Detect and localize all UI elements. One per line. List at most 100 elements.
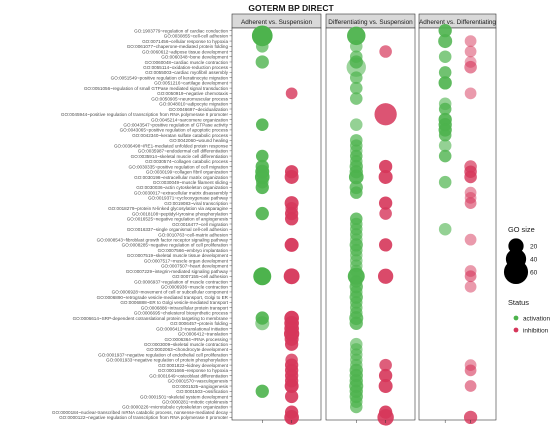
status-legend-dot-inhibition <box>513 327 519 333</box>
data-point-inhibition <box>464 280 477 293</box>
y-axis-labels: GO:1903779~regulation of cardiac conduct… <box>52 28 232 420</box>
y-tick-label: GO:0003009~skeletal muscle contraction <box>144 342 229 347</box>
y-tick-label: GO:0018108~peptidyl-tyrosine phosphoryla… <box>132 211 229 216</box>
y-tick-label: GO:0051549~positive regulation of kerati… <box>111 75 229 80</box>
data-point-activation <box>349 400 363 414</box>
data-point-inhibition <box>379 207 392 220</box>
y-tick-label: GO:0030049~muscle filament sliding <box>153 180 229 185</box>
y-tick-label: GO:0035914~skeletal muscle cell differen… <box>131 154 229 159</box>
y-tick-label: GO:0001570~vasculogenesis <box>168 379 229 384</box>
data-points <box>251 23 478 426</box>
y-tick-label: GO:0006937~regulation of muscle contract… <box>134 279 228 284</box>
x-axis-ticks <box>262 420 471 423</box>
y-tick-label: GO:0007155~cell adhesion <box>172 274 228 279</box>
data-point-inhibition <box>464 270 477 283</box>
chart-title: GOTERM BP DIRECT <box>248 3 334 13</box>
y-tick-label: GO:0035987~endodermal cell differentiati… <box>138 149 229 154</box>
data-point-activation <box>255 40 269 53</box>
y-tick-label: GO:0006886~intracellular protein transpo… <box>141 305 229 310</box>
y-tick-label: GO:0018279~protein N-linked glycosylatio… <box>108 206 228 211</box>
data-point-inhibition <box>464 87 477 100</box>
data-point-inhibition <box>378 238 393 252</box>
data-point-inhibition <box>464 364 477 377</box>
data-point-activation <box>438 66 452 79</box>
y-tick-label: GO:0001933~negative regulation of protei… <box>106 358 228 363</box>
size-legend-title: GO size <box>508 225 535 234</box>
y-tick-label: GO:0001503~ossification <box>176 389 228 394</box>
y-tick-label: GO:0051216~cartilage development <box>154 81 229 86</box>
y-tick-label: GO:0006695~cholesterol biosynthetic proc… <box>134 311 229 316</box>
data-point-inhibition <box>464 380 477 392</box>
y-tick-label: GO:0000226~microtubule cytoskeleton orga… <box>122 405 228 410</box>
y-tick-label: GO:0030036~actin cytoskeleton organizati… <box>136 185 228 190</box>
y-tick-label: GO:0001501~skeletal system development <box>140 394 229 399</box>
data-point-activation <box>348 169 364 185</box>
y-tick-label: GO:0001666~response to hypoxia <box>158 368 229 373</box>
data-point-activation <box>253 267 272 286</box>
y-tick-label: GO:0043547~positive regulation of GTPase… <box>123 122 228 127</box>
y-tick-label: GO:0016337~single organismal cell-cell a… <box>127 227 229 232</box>
y-tick-label: GO:0006364~rRNA processing <box>165 337 229 342</box>
data-point-inhibition <box>285 87 298 100</box>
data-point-activation <box>438 149 452 163</box>
data-point-activation <box>438 222 452 236</box>
y-tick-label: GO:0001822~kidney development <box>158 363 229 368</box>
data-point-inhibition <box>378 196 393 210</box>
y-tick-label: GO:1903779~regulation of cardiac conduct… <box>134 28 228 33</box>
data-point-activation <box>349 40 363 53</box>
data-point-activation <box>438 23 452 38</box>
panel-background <box>325 27 416 421</box>
data-point-inhibition <box>377 268 394 284</box>
y-tick-label: GO:0006457~protein folding <box>170 321 228 326</box>
y-tick-label: GO:0043065~positive regulation of apopto… <box>120 128 229 133</box>
data-point-inhibition <box>284 337 299 351</box>
data-point-inhibition <box>284 389 299 404</box>
y-tick-label: GO:0016477~cell migration <box>172 222 228 227</box>
y-tick-label: GO:0000122~negative regulation of transc… <box>59 415 228 420</box>
y-tick-label: GO:0002063~chondrocyte development <box>146 347 228 352</box>
y-tick-label: GO:0042340~keratan sulfate catabolic pro… <box>132 133 229 138</box>
y-tick-label: GO:0030198~extracellular matrix organiza… <box>134 175 228 180</box>
data-point-activation <box>438 50 452 64</box>
data-point-activation <box>255 206 269 221</box>
data-point-activation <box>349 71 363 84</box>
y-tick-label: GO:0030199~collagen fibril organization <box>146 170 229 175</box>
data-point-activation <box>349 186 363 199</box>
y-tick-label: GO:0051056~regulation of small GTPase me… <box>84 86 229 91</box>
y-tick-label: GO:0007229~integrin-mediated signaling p… <box>126 269 229 274</box>
data-point-activation <box>349 81 363 95</box>
data-point-inhibition <box>379 45 392 58</box>
y-tick-label: GO:0010763~cell-matrix adhesion <box>158 232 228 237</box>
panel-label: Adherent vs. Differentiating <box>419 19 496 26</box>
y-tick-label: GO:0001649~osteoblast differentiation <box>149 373 228 378</box>
data-point-activation <box>255 149 269 163</box>
panel-label: Differentiating vs. Suspension <box>328 19 413 26</box>
data-point-activation <box>255 118 269 131</box>
y-tick-label: GO:0042060~wound healing <box>169 138 228 143</box>
y-tick-label: GO:0045214~sarcomere organization <box>151 117 228 122</box>
y-tick-label: GO:0006412~translation <box>178 332 229 337</box>
size-legend-label: 60 <box>530 269 538 276</box>
data-point-activation <box>255 180 269 195</box>
data-point-activation <box>438 139 452 152</box>
y-tick-label: GO:0061077~chaperone-mediated protein fo… <box>127 44 229 49</box>
y-tick-label: GO:0036498~IRE1-mediated unfolded protei… <box>114 143 228 148</box>
status-legend-title: Status <box>508 298 529 307</box>
y-tick-label: GO:0050919~negative chemotaxis <box>157 91 229 96</box>
data-point-inhibition <box>464 233 477 246</box>
y-tick-label: GO:0007566~embryo implantation <box>158 248 229 253</box>
data-point-inhibition <box>378 368 393 383</box>
size-legend-dot <box>503 259 529 285</box>
y-tick-label: GO:0030574~collagen catabolic process <box>145 159 229 164</box>
data-point-inhibition <box>464 45 477 58</box>
y-tick-label: GO:0001525~angiogenesis <box>172 384 229 389</box>
y-tick-label: GO:0016525~negative regulation of angiog… <box>127 217 229 222</box>
data-point-activation <box>349 118 363 131</box>
y-tick-label: GO:0019371~cyclooxygenase pathway <box>148 196 229 201</box>
data-point-inhibition <box>377 409 394 426</box>
y-tick-label: GO:0055114~oxidation-reduction process <box>143 65 229 70</box>
data-point-activation <box>349 316 363 330</box>
panel-strips: Adherent vs. Suspension Differentiating v… <box>231 13 496 29</box>
y-tick-label: GO:0006413~translational initiation <box>156 326 228 331</box>
